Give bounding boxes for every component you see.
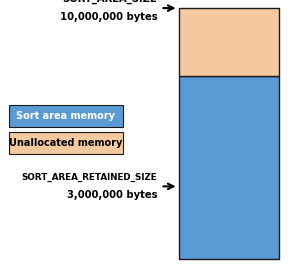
Bar [178, 8, 279, 76]
Text: SORT_AREA_SIZE: SORT_AREA_SIZE [63, 0, 158, 4]
Text: SORT_AREA_RETAINED_SIZE: SORT_AREA_RETAINED_SIZE [22, 173, 158, 182]
Text: Sort area memory: Sort area memory [16, 111, 116, 121]
Text: 3,000,000 bytes: 3,000,000 bytes [67, 190, 158, 200]
Bar [9, 132, 123, 154]
Text: 10,000,000 bytes: 10,000,000 bytes [60, 12, 158, 22]
Bar [178, 76, 279, 259]
Text: Unallocated memory: Unallocated memory [9, 138, 123, 148]
Bar [9, 105, 123, 127]
